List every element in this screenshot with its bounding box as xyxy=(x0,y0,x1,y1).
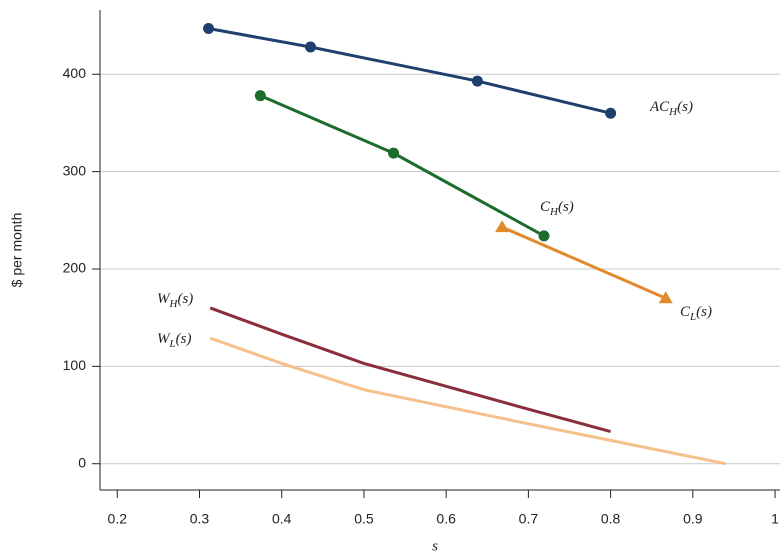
x-tick-label: 0.5 xyxy=(354,511,374,527)
point xyxy=(304,41,316,53)
label-main: W xyxy=(157,291,171,307)
label-sub: H xyxy=(668,106,678,118)
x-tick-label: 0.6 xyxy=(436,511,456,527)
point xyxy=(203,22,215,34)
point xyxy=(388,147,400,159)
series-label: WH(s) xyxy=(157,291,193,309)
series-line xyxy=(209,336,727,466)
x-tick-label: 0.2 xyxy=(108,511,128,527)
y-axis-label: $ per month xyxy=(9,213,25,288)
point xyxy=(495,220,510,233)
series-line xyxy=(208,27,611,115)
series-label: CH(s) xyxy=(540,199,574,217)
y-tick-label: 400 xyxy=(63,65,87,81)
point xyxy=(605,107,617,119)
y-tick-label: 300 xyxy=(63,162,87,178)
series-label: ACH(s) xyxy=(649,99,693,117)
series-line xyxy=(501,225,667,300)
label-suffix: (s) xyxy=(558,199,574,215)
label-suffix: (s) xyxy=(176,331,192,347)
series-label: CL(s) xyxy=(680,304,712,322)
x-tick-label: 0.7 xyxy=(519,511,539,527)
label-main: W xyxy=(157,331,171,347)
point xyxy=(471,75,483,87)
label-sub: H xyxy=(169,298,179,310)
x-axis-label: s xyxy=(432,538,438,554)
y-tick-label: 0 xyxy=(78,454,86,470)
label-main: AC xyxy=(649,99,670,115)
label-sub: H xyxy=(549,206,559,218)
label-suffix: (s) xyxy=(677,99,693,115)
x-tick-label: 0.4 xyxy=(272,511,292,527)
label-main: C xyxy=(680,304,691,320)
x-tick-label: 0.3 xyxy=(190,511,210,527)
series-line xyxy=(259,94,545,238)
series-line xyxy=(209,306,612,434)
x-tick-label: 0.8 xyxy=(601,511,621,527)
label-main: C xyxy=(540,199,551,215)
point xyxy=(538,230,550,242)
point xyxy=(254,90,266,102)
x-tick-label: 0.9 xyxy=(683,511,703,527)
label-sub: L xyxy=(689,311,696,323)
x-tick-label: 1 xyxy=(771,511,779,527)
y-tick-label: 100 xyxy=(63,357,87,373)
series-label: WL(s) xyxy=(157,331,191,349)
y-tick-label: 200 xyxy=(63,260,87,276)
label-suffix: (s) xyxy=(177,291,193,307)
label-sub: L xyxy=(169,338,176,350)
label-suffix: (s) xyxy=(696,304,712,320)
point xyxy=(658,291,673,304)
